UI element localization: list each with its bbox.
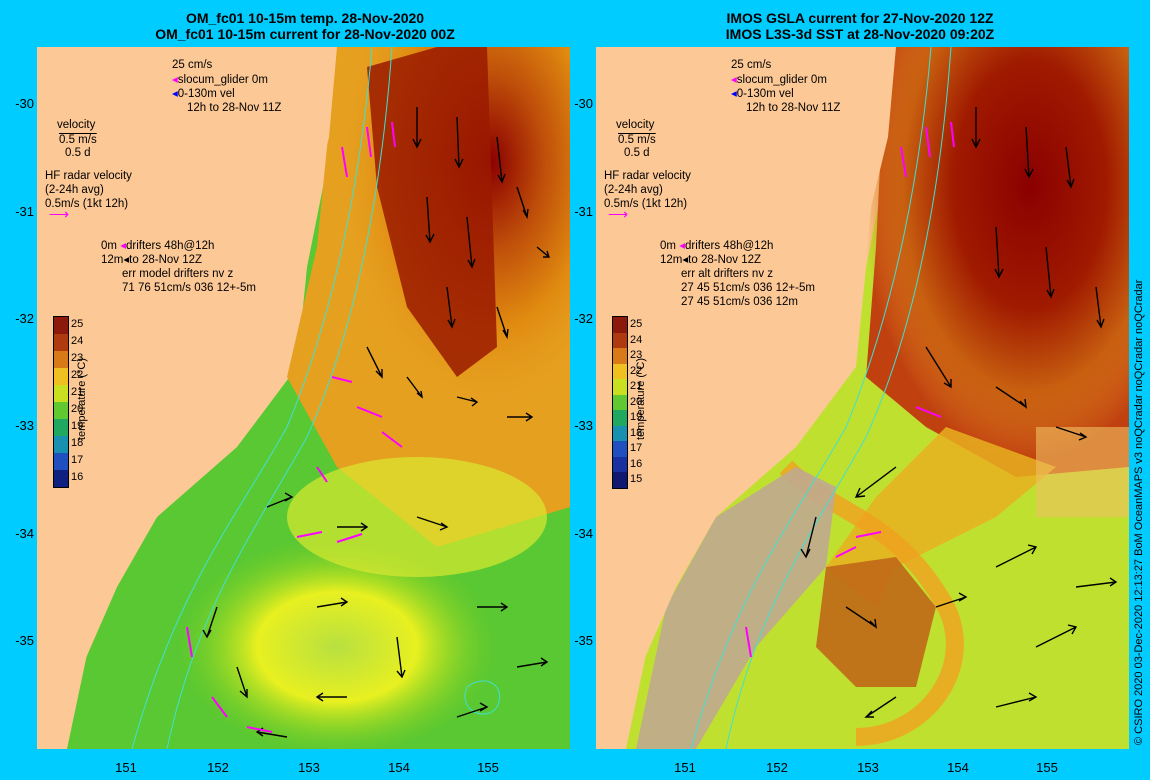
left-legend-hf3: 0.5m/s (1kt 12h): [45, 198, 129, 210]
left-panel-title: OM_fc01 10-15m temp. 28-Nov-2020 OM_fc01…: [40, 10, 570, 42]
lat-tick-label: -32: [574, 311, 593, 326]
colorbar-tick-label: 25: [71, 318, 84, 330]
right-legend-hf2: (2-24h avg): [604, 184, 663, 196]
lon-tick-label: 153: [857, 760, 879, 775]
right-legend-glider: ◂slocum_glider 0m: [731, 74, 827, 86]
lat-tick-label: -32: [15, 311, 34, 326]
right-map-field: [596, 47, 1129, 749]
left-legend-scale: 25 cm/s: [172, 59, 213, 71]
colorbar-tick-label: 16: [630, 457, 643, 470]
left-legend-hf1: HF radar velocity: [45, 170, 132, 182]
lon-tick-label: 155: [477, 760, 499, 775]
right-colorbar-title: temperature (°C): [635, 357, 647, 440]
right-legend-scale: 25 cm/s: [731, 59, 772, 71]
lat-tick-label: -35: [574, 633, 593, 648]
left-title-line1: OM_fc01 10-15m temp. 28-Nov-2020: [185, 10, 425, 26]
lat-tick-label: -31: [15, 204, 34, 219]
right-panel-title: IMOS GSLA current for 27-Nov-2020 12Z IM…: [595, 10, 1125, 42]
lat-tick-label: -33: [15, 418, 34, 433]
lat-tick-label: -35: [15, 633, 34, 648]
right-legend-period: 12h to 28-Nov 11Z: [746, 102, 841, 114]
lat-tick-label: -30: [15, 96, 34, 111]
left-map[interactable]: 25 cm/s ◂slocum_glider 0m ◂0-130m vel 12…: [37, 47, 570, 749]
credit-text: © CSIRO 2020 03-Dec-2020 12:13:27 BoM Oc…: [1133, 279, 1145, 745]
lon-tick-label: 154: [947, 760, 969, 775]
colorbar-tick-label: 24: [630, 333, 643, 346]
left-colorbar-title: temperature (°C): [76, 357, 88, 440]
left-legend-hf2: (2-24h avg): [45, 184, 104, 196]
colorbar-tick-label: 21: [71, 386, 84, 398]
lat-tick-label: -33: [574, 418, 593, 433]
left-hf-arrow-icon: ⟶: [49, 206, 70, 222]
colorbar-tick-label: 25: [630, 318, 643, 330]
right-legend-vel-days: 0.5 d: [624, 147, 650, 159]
right-legend-hf3: 0.5m/s (1kt 12h): [604, 198, 688, 210]
left-colorbar: [53, 316, 69, 488]
lon-tick-label: 152: [766, 760, 788, 775]
colorbar-tick-label: 19: [630, 411, 643, 423]
lat-tick-label: -31: [574, 204, 593, 219]
left-legend-d4: 71 76 51cm/s 036 12+-5m: [122, 282, 256, 294]
colorbar-tick-label: 24: [71, 335, 84, 347]
right-legend-velocity: velocity: [616, 119, 655, 131]
left-legend-vel-days: 0.5 d: [65, 147, 91, 159]
left-legend-velocity: velocity: [57, 119, 96, 131]
lon-tick-label: 155: [1036, 760, 1058, 775]
left-legend-vel-scale: 0.5 m/s: [59, 134, 97, 146]
lon-tick-label: 152: [207, 760, 229, 775]
colorbar-tick-label: 18: [630, 426, 643, 439]
colorbar-tick-label: 17: [630, 442, 643, 454]
lon-tick-label: 153: [298, 760, 320, 775]
right-legend-d1: 0m ◂drifters 48h@12h: [660, 240, 774, 252]
colorbar-tick-label: 18: [71, 437, 84, 449]
right-colorbar: [612, 316, 628, 489]
colorbar-tick-label: 23: [71, 352, 84, 364]
left-legend-vel: ◂0-130m vel: [172, 88, 235, 100]
left-title-line2: OM_fc01 10-15m current for 28-Nov-2020 0…: [155, 26, 455, 42]
colorbar-tick-label: 23: [630, 349, 643, 361]
left-legend-d1: 0m ◂drifters 48h@12h: [101, 240, 215, 252]
left-drifter-tracks: [186, 121, 403, 733]
colorbar-tick-label: 17: [71, 454, 84, 466]
colorbar-tick-label: 22: [630, 364, 643, 377]
lat-tick-label: -34: [15, 526, 34, 541]
right-title-line1: IMOS GSLA current for 27-Nov-2020 12Z: [726, 10, 994, 26]
colorbar-tick-label: 20: [71, 403, 84, 415]
colorbar-tick-label: 16: [71, 471, 84, 483]
left-land: [37, 47, 337, 749]
colorbar-tick-label: 21: [630, 380, 643, 392]
lon-tick-label: 154: [388, 760, 410, 775]
right-map[interactable]: 25 cm/s ◂slocum_glider 0m ◂0-130m vel 12…: [596, 47, 1129, 749]
left-legend-d2: 12m◂to 28-Nov 12Z: [101, 254, 203, 266]
right-legend-d5: 27 45 51cm/s 036 12m: [681, 296, 798, 308]
right-legend-hf1: HF radar velocity: [604, 170, 691, 182]
left-map-field: [37, 47, 570, 749]
lon-tick-label: 151: [674, 760, 696, 775]
colorbar-tick-label: 15: [630, 473, 643, 485]
right-velocity-arrows: [800, 107, 1118, 718]
left-velocity-arrows: [202, 107, 550, 738]
right-legend-vel-scale: 0.5 m/s: [618, 134, 656, 146]
colorbar-tick-label: 19: [71, 420, 84, 432]
lat-tick-label: -30: [574, 96, 593, 111]
colorbar-tick-label: 22: [71, 369, 84, 381]
right-land: [596, 47, 896, 749]
right-legend-d4: 27 45 51cm/s 036 12+-5m: [681, 282, 815, 294]
left-legend-glider: ◂slocum_glider 0m: [172, 74, 268, 86]
right-legend-vel: ◂0-130m vel: [731, 88, 794, 100]
lat-tick-label: -34: [574, 526, 593, 541]
lon-tick-label: 151: [115, 760, 137, 775]
right-legend-d3: err alt drifters nv z: [681, 268, 774, 280]
right-hf-arrow-icon: ⟶: [608, 206, 629, 222]
colorbar-tick-label: 20: [630, 395, 643, 408]
right-title-line2: IMOS L3S-3d SST at 28-Nov-2020 09:20Z: [725, 26, 995, 42]
right-legend-d2: 12m◂to 28-Nov 12Z: [660, 254, 762, 266]
left-legend-d3: err model drifters nv z: [122, 268, 234, 280]
right-drifter-tracks: [745, 121, 955, 658]
left-legend-period: 12h to 28-Nov 11Z: [187, 102, 282, 114]
